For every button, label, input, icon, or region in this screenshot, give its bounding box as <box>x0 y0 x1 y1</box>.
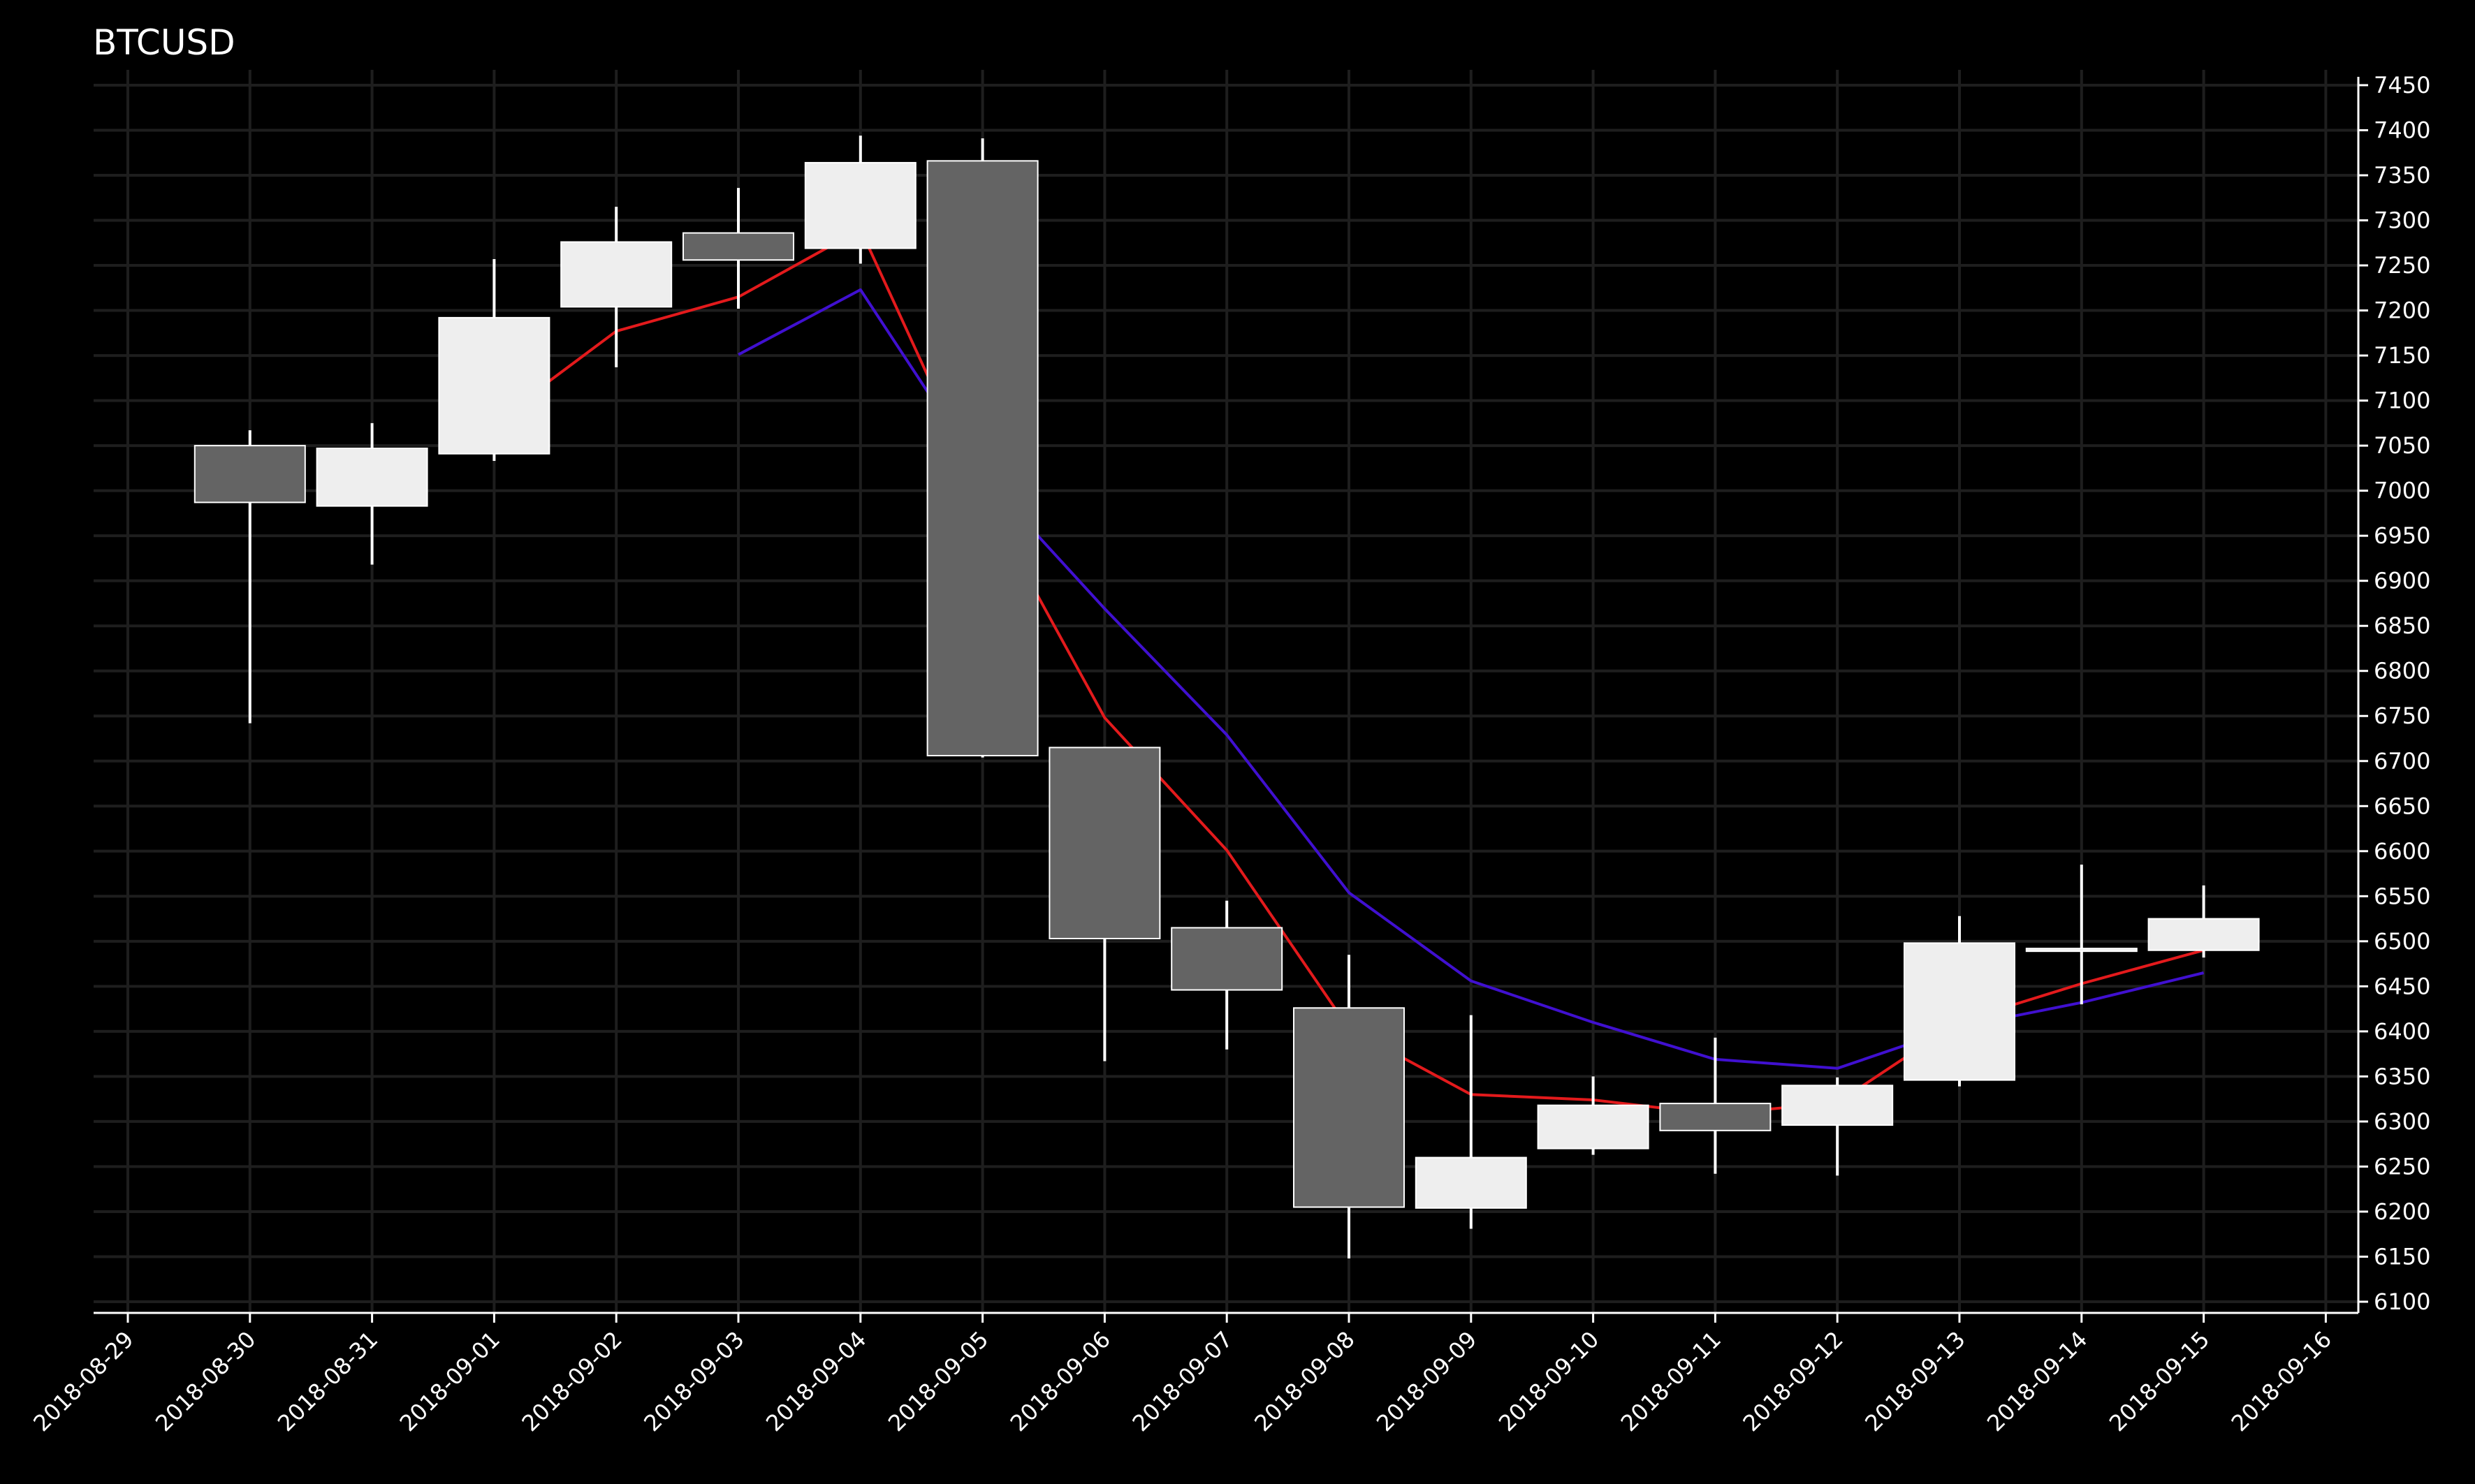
candle <box>1659 1037 1772 1174</box>
y-tick-label: 7000 <box>2374 478 2430 504</box>
y-tick-label: 6300 <box>2374 1108 2430 1135</box>
y-tick-label: 6400 <box>2374 1018 2430 1045</box>
y-tick-label: 7050 <box>2374 432 2430 459</box>
candle <box>2025 865 2138 1005</box>
y-tick-label: 6200 <box>2374 1198 2430 1225</box>
candle <box>2147 885 2260 958</box>
candles-layer <box>194 135 2260 1259</box>
y-tick-label: 7250 <box>2374 252 2430 279</box>
candle <box>1537 1076 1649 1155</box>
candle <box>1904 916 2015 1087</box>
candle <box>316 423 428 565</box>
candle-body-up <box>560 241 673 308</box>
candle-body-up <box>2025 948 2138 953</box>
candle <box>560 207 673 367</box>
candle <box>1049 747 1161 1061</box>
candle-body-up <box>1781 1085 1894 1126</box>
y-tick-label: 6800 <box>2374 658 2430 684</box>
candle-body-up <box>1415 1156 1527 1209</box>
candle <box>1415 1015 1527 1229</box>
candle-body-up <box>804 161 917 249</box>
candle-body-down <box>926 160 1039 757</box>
y-tick-label: 6350 <box>2374 1063 2430 1089</box>
candle-body-down <box>1659 1103 1772 1131</box>
candle <box>926 138 1039 758</box>
candle-body-down <box>1049 747 1161 939</box>
y-tick-label: 6750 <box>2374 703 2430 729</box>
y-tick-label: 7200 <box>2374 297 2430 324</box>
y-tick-label: 6500 <box>2374 928 2430 955</box>
y-tick-label: 6650 <box>2374 793 2430 819</box>
y-tick-label: 6700 <box>2374 748 2430 774</box>
y-tick-label: 7400 <box>2374 117 2430 143</box>
chart-title: BTCUSD <box>93 22 235 63</box>
candle-body-down <box>682 232 794 261</box>
candle <box>438 259 550 462</box>
candle-body-up <box>1904 942 2015 1081</box>
candle <box>1293 955 1405 1259</box>
y-tick-label: 7100 <box>2374 388 2430 414</box>
candle <box>194 430 306 723</box>
y-tick-label: 7150 <box>2374 342 2430 369</box>
candle <box>1781 1077 1894 1176</box>
candle-body-down <box>1293 1007 1405 1208</box>
candle-body-up <box>438 316 550 455</box>
y-tick-label: 7450 <box>2374 72 2430 98</box>
y-tick-label: 6100 <box>2374 1288 2430 1315</box>
y-tick-label: 6950 <box>2374 522 2430 549</box>
y-tick-label: 7350 <box>2374 162 2430 189</box>
candle-body-down <box>194 445 306 504</box>
candle <box>682 188 794 309</box>
y-tick-label: 6150 <box>2374 1243 2430 1270</box>
candle <box>804 135 917 264</box>
candle-body-up <box>2147 918 2260 951</box>
y-tick-label: 6550 <box>2374 883 2430 909</box>
y-tick-label: 6600 <box>2374 838 2430 865</box>
candle-body-up <box>1537 1104 1649 1149</box>
y-tick-label: 6900 <box>2374 568 2430 594</box>
y-tick-label: 6850 <box>2374 612 2430 639</box>
candle-body-down <box>1171 927 1283 991</box>
candle <box>1171 900 1283 1050</box>
y-tick-label: 6450 <box>2374 973 2430 999</box>
y-tick-label: 6250 <box>2374 1153 2430 1180</box>
candle-body-up <box>316 447 428 507</box>
y-tick-label: 7300 <box>2374 207 2430 234</box>
